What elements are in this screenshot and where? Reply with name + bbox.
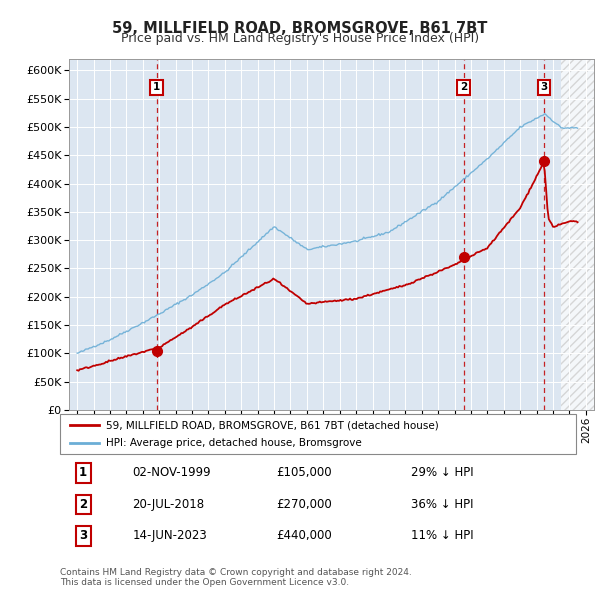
Text: 11% ↓ HPI: 11% ↓ HPI	[411, 529, 473, 542]
Text: Contains HM Land Registry data © Crown copyright and database right 2024.
This d: Contains HM Land Registry data © Crown c…	[60, 568, 412, 587]
Text: £105,000: £105,000	[277, 467, 332, 480]
Text: 02-NOV-1999: 02-NOV-1999	[132, 467, 211, 480]
Text: 36% ↓ HPI: 36% ↓ HPI	[411, 498, 473, 511]
Text: HPI: Average price, detached house, Bromsgrove: HPI: Average price, detached house, Brom…	[106, 438, 362, 448]
Text: 3: 3	[79, 529, 87, 542]
Text: 59, MILLFIELD ROAD, BROMSGROVE, B61 7BT (detached house): 59, MILLFIELD ROAD, BROMSGROVE, B61 7BT …	[106, 420, 439, 430]
Text: 3: 3	[541, 83, 548, 92]
Text: 1: 1	[153, 83, 160, 92]
FancyBboxPatch shape	[60, 414, 576, 454]
Text: 59, MILLFIELD ROAD, BROMSGROVE, B61 7BT: 59, MILLFIELD ROAD, BROMSGROVE, B61 7BT	[112, 21, 488, 35]
Text: 20-JUL-2018: 20-JUL-2018	[132, 498, 205, 511]
Text: £440,000: £440,000	[277, 529, 332, 542]
Text: 2: 2	[460, 83, 467, 92]
Text: £270,000: £270,000	[277, 498, 332, 511]
Text: 2: 2	[79, 498, 87, 511]
Text: Price paid vs. HM Land Registry's House Price Index (HPI): Price paid vs. HM Land Registry's House …	[121, 32, 479, 45]
Text: 14-JUN-2023: 14-JUN-2023	[132, 529, 207, 542]
Text: 29% ↓ HPI: 29% ↓ HPI	[411, 467, 473, 480]
Text: 1: 1	[79, 467, 87, 480]
